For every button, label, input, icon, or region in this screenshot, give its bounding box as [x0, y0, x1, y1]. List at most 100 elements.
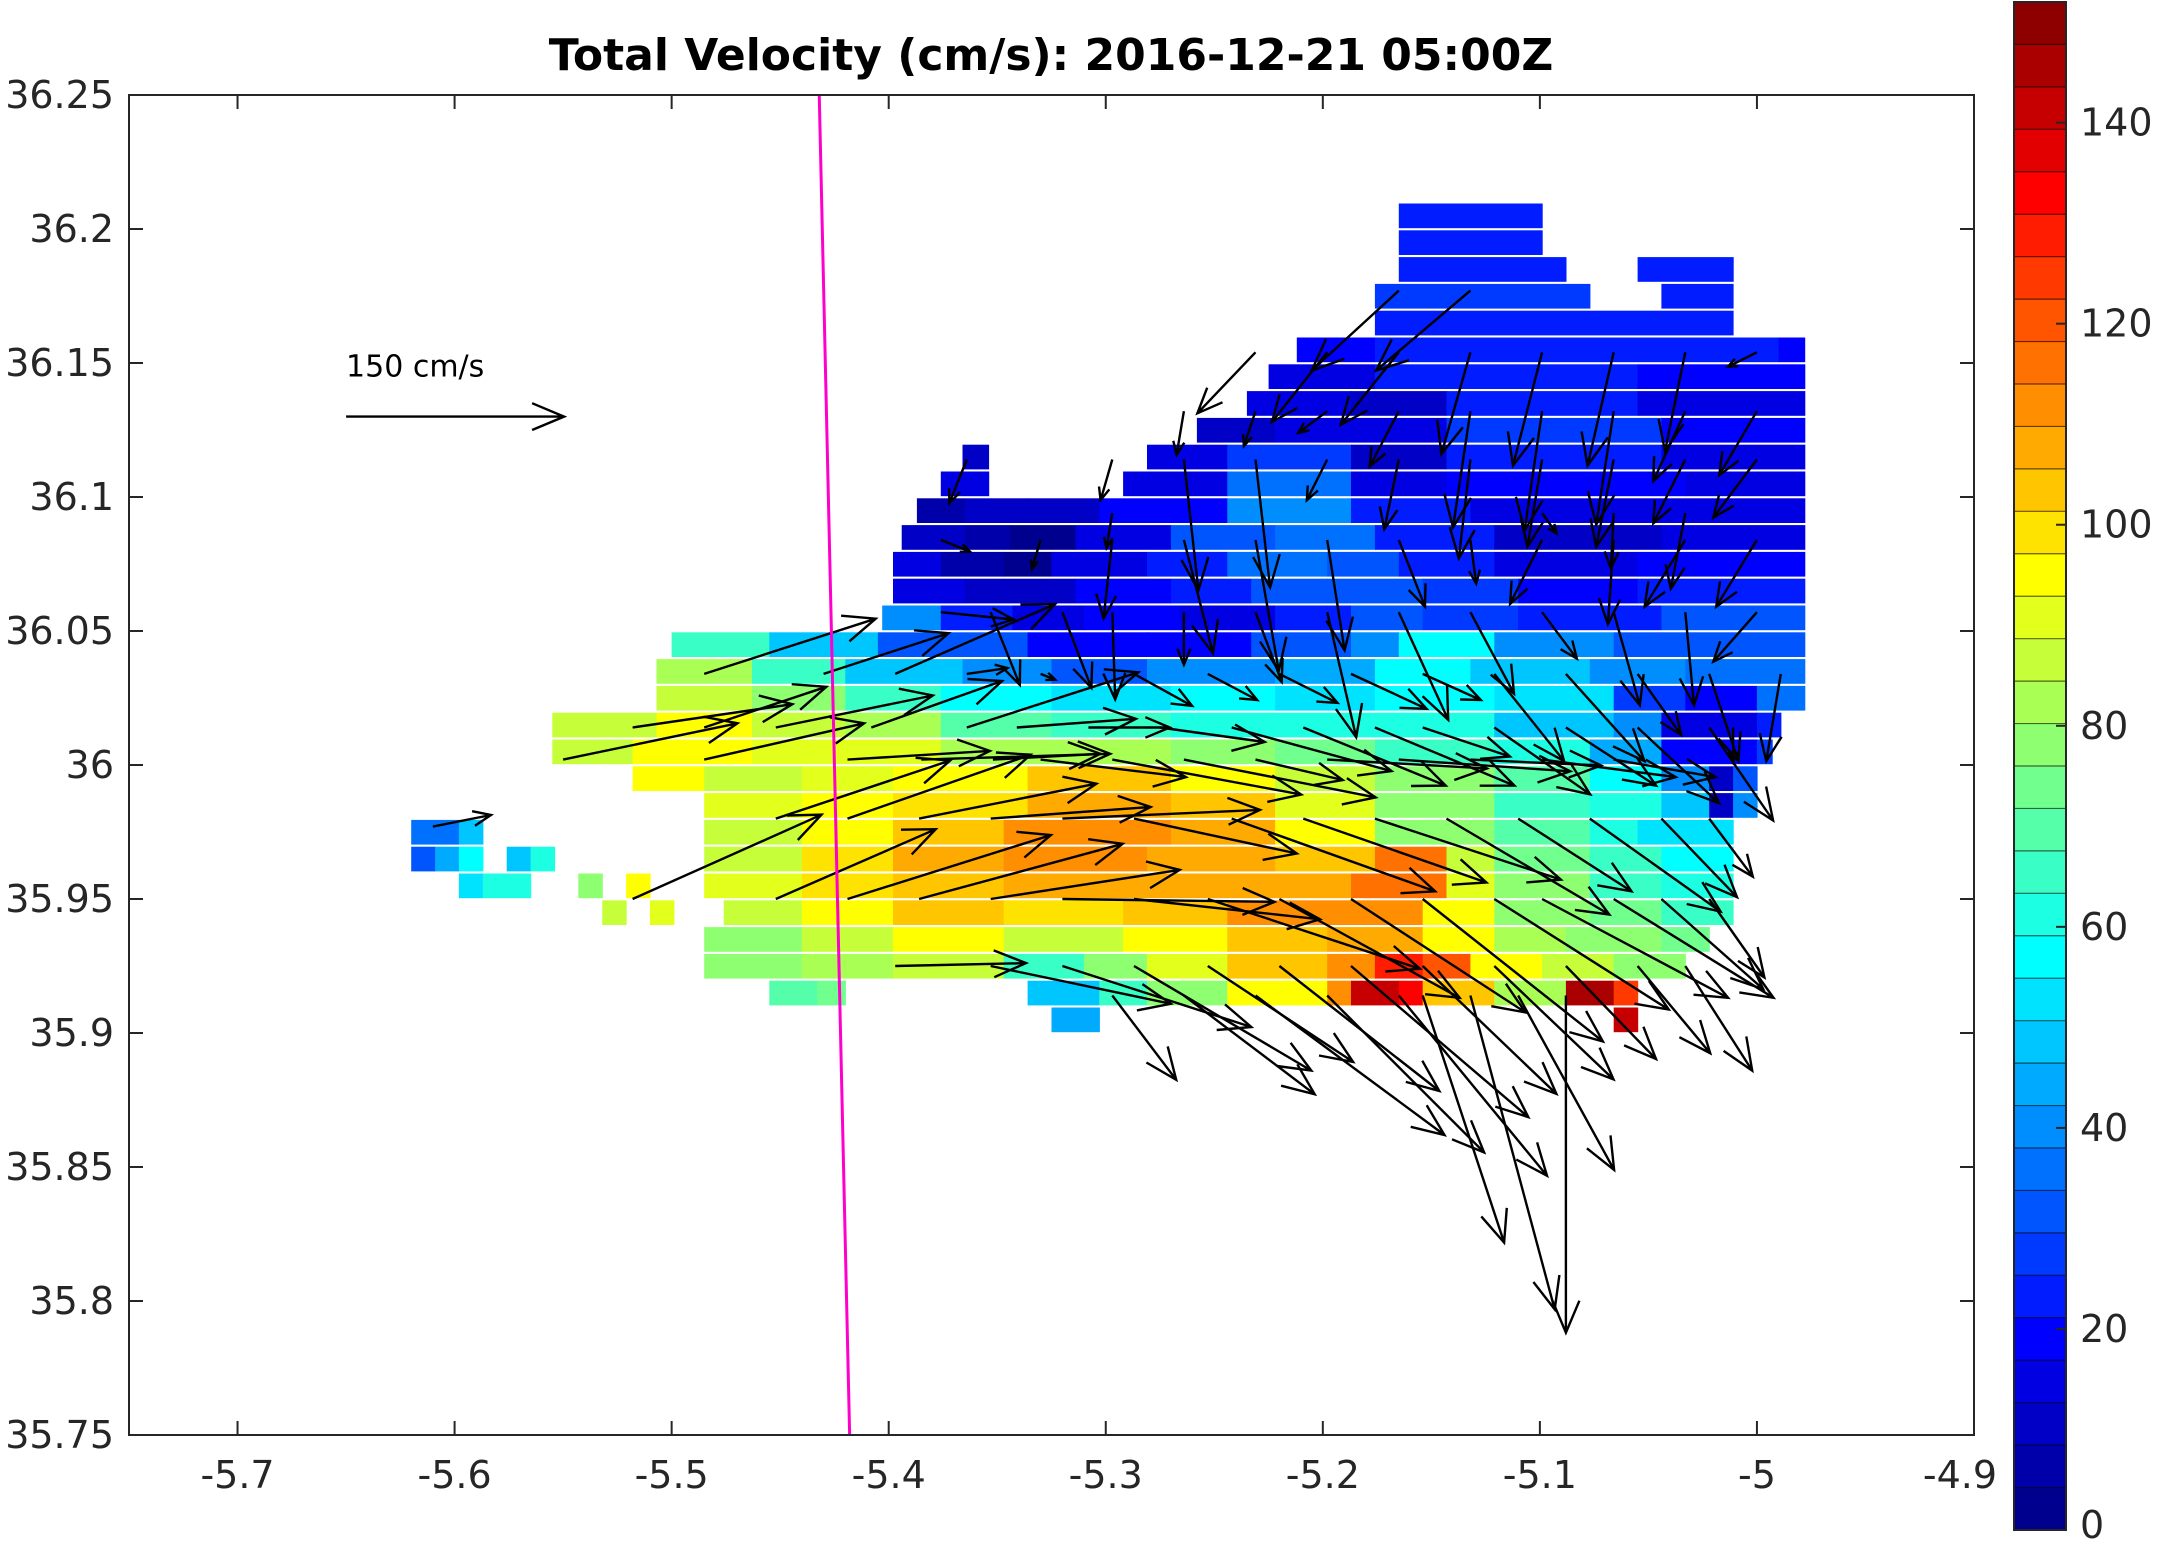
field-cell: [801, 953, 894, 979]
field-cell: [801, 766, 894, 791]
velocity-arrow: [1565, 965, 1659, 1062]
field-cell: [1051, 551, 1148, 577]
y-tick-label: 35.85: [5, 1145, 114, 1189]
field-cell: [1398, 203, 1543, 229]
y-tick-label: 35.8: [29, 1279, 114, 1323]
field-cell: [1374, 846, 1448, 872]
velocity-arrow: [1183, 758, 1379, 806]
colorbar-tick-label: 20: [2080, 1307, 2128, 1351]
colorbar-tick-label: 140: [2080, 101, 2153, 145]
velocity-arrow: [1338, 351, 1400, 428]
velocity-arrow: [1302, 726, 1449, 788]
velocity-arrow: [1636, 673, 1684, 738]
colorbar-swatch: [2014, 1317, 2066, 1361]
field-cell: [1374, 310, 1734, 336]
velocity-arrow: [1725, 351, 1758, 369]
field-cell: [1494, 819, 1591, 845]
velocity-arrow: [847, 830, 1054, 901]
velocity-arrow: [1467, 539, 1482, 587]
field-cell: [1398, 257, 1567, 282]
velocity-arrow: [990, 794, 1154, 824]
x-axis: -5.7 -5.6 -5.5 -5.4 -5.3 -5.2 -5.1 -5 -4.9: [200, 95, 1997, 1497]
colorbar-tick-label: 80: [2080, 704, 2128, 748]
velocity-arrow: [1421, 965, 1559, 1097]
field-cell: [1661, 283, 1734, 309]
field-cell: [1756, 712, 1782, 738]
field-cell: [1084, 953, 1148, 979]
field-cell: [1613, 953, 1686, 979]
field-cell: [1374, 793, 1495, 818]
field-cell: [1227, 471, 1352, 497]
field-cell: [1027, 766, 1172, 791]
field-cell: [723, 900, 803, 925]
x-tick-label: -5.5: [635, 1453, 709, 1497]
field-cell: [1147, 659, 1276, 684]
field-cell: [1374, 364, 1639, 389]
field-cell: [1446, 417, 1662, 443]
field-cell: [1374, 337, 1639, 363]
field-cell: [1084, 605, 1181, 631]
field-cell: [1422, 578, 1519, 604]
velocity-arrow: [1708, 726, 1775, 824]
colorbar-swatch: [2014, 468, 2066, 512]
field-cell: [1565, 927, 1662, 952]
velocity-arrow: [1378, 459, 1400, 533]
velocity-arrow: [1373, 289, 1472, 373]
x-tick-label: -4.9: [1923, 1453, 1997, 1497]
velocity-arrow: [1062, 796, 1264, 826]
velocity-arrow: [1111, 994, 1179, 1083]
x-tick-label: -5.7: [200, 1453, 274, 1497]
y-axis: 35.75 35.8 35.85 35.9 35.95 36 36.05 36.1 36.15 3…: [5, 73, 1974, 1457]
velocity-arrow: [1182, 539, 1220, 657]
velocity-arrow: [775, 756, 954, 820]
field-cell: [1170, 578, 1252, 604]
x-tick-label: -5.1: [1503, 1453, 1577, 1497]
field-cell: [1661, 739, 1758, 765]
colorbar: 0 20 40 60 80 100 120 140: [2013, 1, 2153, 1547]
velocity-arrow: [1727, 727, 1739, 766]
field-cell: [1075, 578, 1172, 604]
field-cell: [1003, 551, 1053, 577]
velocity-arrow: [1278, 897, 1463, 1000]
velocity-arrow: [1636, 965, 1713, 1056]
velocity-arrow: [1397, 611, 1450, 723]
field-cell: [1398, 230, 1543, 255]
field-cell: [1733, 793, 1758, 818]
field-cell: [1494, 632, 1615, 657]
velocity-arrow: [1207, 672, 1260, 702]
field-cell: [817, 980, 846, 1006]
field-cell: [1422, 605, 1519, 631]
colorbar-swatch: [2014, 553, 2066, 597]
velocity-arrow: [1195, 351, 1257, 416]
boundary-line-path: [817, 95, 852, 1435]
velocity-arrow: [990, 860, 1183, 901]
field-cell: [1227, 980, 1328, 1006]
velocity-arrow: [1519, 459, 1544, 550]
velocity-arrow: [1589, 459, 1615, 550]
field-cell: [1494, 927, 1567, 952]
field-cell: [964, 578, 1076, 604]
velocity-arrow: [1133, 964, 1314, 1073]
field-cell: [632, 766, 705, 791]
y-tick-label: 36.1: [29, 475, 114, 519]
colorbar-swatch: [2014, 426, 2066, 470]
field-cell: [1589, 659, 1686, 684]
field-cell: [882, 605, 942, 631]
field-cell: [1147, 444, 1228, 470]
field-cell: [801, 819, 894, 845]
field-cell: [1637, 364, 1806, 389]
velocity-arrow: [1651, 458, 1687, 527]
field-cell: [1123, 927, 1228, 952]
field-cell: [1275, 417, 1448, 443]
colorbar-swatch: [2014, 978, 2066, 1022]
velocity-arrow: [823, 629, 952, 676]
field-cell: [893, 578, 966, 604]
field-cell: [1099, 498, 1228, 523]
field-cell: [1246, 391, 1352, 416]
reference-arrow: [346, 402, 568, 432]
velocity-arrow: [1397, 539, 1427, 610]
velocity-arrow: [1636, 726, 1722, 806]
field-cell: [1027, 498, 1100, 523]
field-cell: [1637, 337, 1780, 363]
